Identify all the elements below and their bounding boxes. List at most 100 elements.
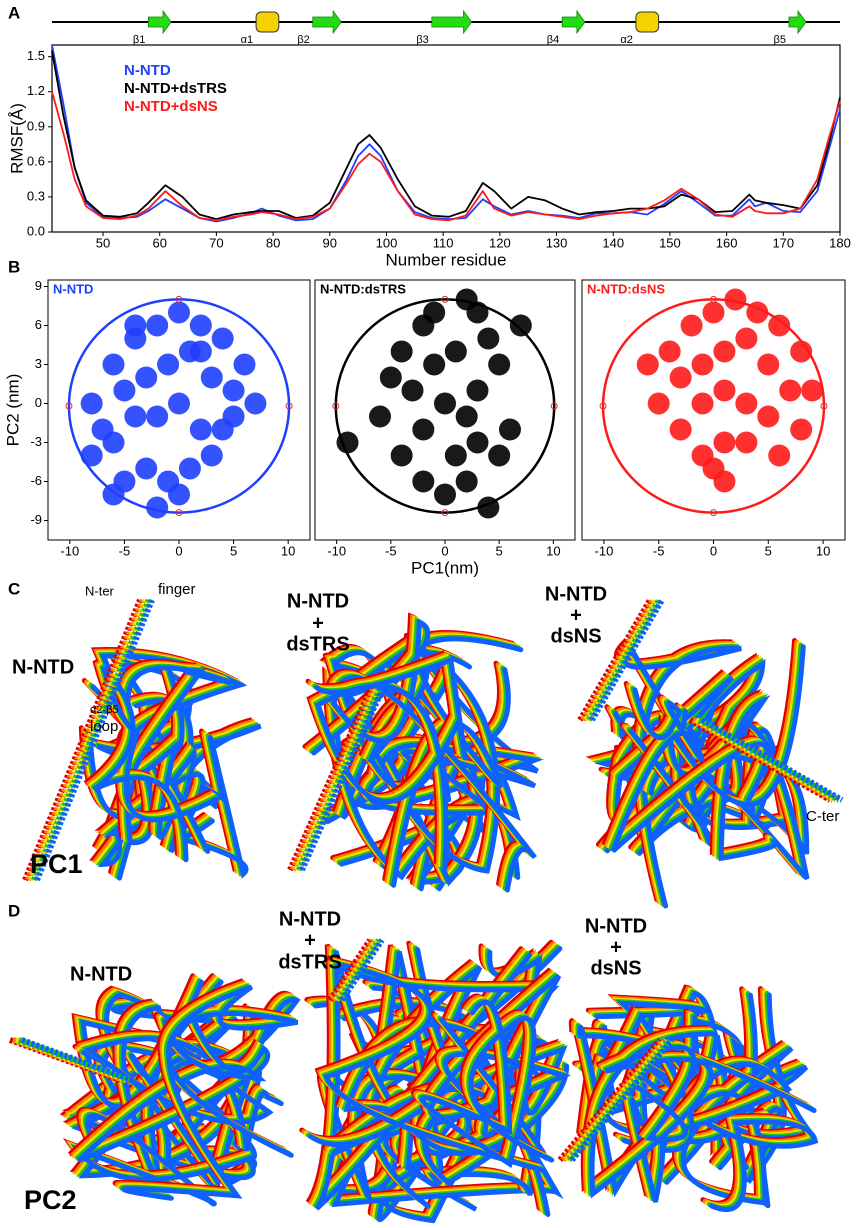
point-cloud (146, 496, 169, 519)
x-tick-label: 0 (441, 543, 448, 558)
boundary-marker (441, 295, 449, 303)
x-tick-label: 10 (546, 543, 560, 558)
x-tick-label: 130 (546, 235, 568, 250)
helix-ribbon (577, 598, 653, 722)
boundary-marker (65, 402, 73, 410)
point-cloud (135, 366, 158, 389)
x-tick-label: -5 (653, 543, 665, 558)
x-tick-label: 5 (496, 543, 503, 558)
boundary-marker (175, 509, 183, 517)
point-cloud (113, 379, 136, 402)
ribbon (585, 1038, 819, 1213)
x-tick-label: -10 (595, 543, 614, 558)
ribbon (420, 999, 555, 1169)
boundary-marker (175, 295, 183, 303)
helix-ribbon (700, 717, 844, 803)
legend-label: N-NTD (124, 62, 171, 79)
topology-label: α1 (241, 34, 253, 46)
point-cloud (735, 327, 758, 350)
helix-ribbon (563, 1038, 669, 1162)
point-cloud (658, 340, 681, 363)
helix-ribbon (299, 688, 385, 872)
ribbon (76, 1018, 271, 1163)
complex-label: + (570, 604, 582, 626)
topology-label: β4 (547, 34, 559, 46)
point-cloud (80, 444, 103, 467)
point-cloud (423, 353, 446, 376)
boundary (67, 298, 291, 514)
point-cloud (233, 353, 256, 376)
point-cloud (477, 327, 500, 350)
point-cloud (768, 314, 791, 337)
point-cloud (423, 301, 446, 324)
point-cloud (669, 366, 692, 389)
boundary (334, 298, 556, 514)
point-cloud (735, 392, 758, 415)
panel-title: N-NTD:dsNS (587, 281, 665, 296)
point-cloud (713, 431, 736, 454)
point-cloud (499, 418, 521, 441)
x-tick-label: 80 (266, 235, 280, 250)
point-cloud (146, 405, 169, 428)
boundary-marker (599, 402, 607, 410)
point-cloud (801, 379, 824, 402)
ribbon (121, 984, 299, 1201)
helix-ribbon (566, 1038, 672, 1162)
x-tick-label: 10 (281, 543, 295, 558)
x-tick-label: 100 (376, 235, 398, 250)
y-tick-label: 3 (35, 356, 42, 371)
y-axis-label: PC2 (nm) (3, 374, 22, 447)
x-tick-label: 140 (602, 235, 624, 250)
point-cloud (157, 353, 180, 376)
point-cloud (702, 457, 725, 480)
topology-label: β3 (416, 34, 428, 46)
point-cloud (124, 314, 147, 337)
x-tick-label: 180 (829, 235, 851, 250)
boundary-marker (820, 402, 828, 410)
point-cloud (636, 353, 659, 376)
boundary-marker (332, 402, 340, 410)
helix-ribbon (580, 598, 656, 722)
point-cloud (735, 431, 758, 454)
boundary-marker (710, 509, 717, 517)
y-tick-label: -3 (30, 434, 42, 449)
point-cloud (189, 340, 212, 363)
point-cloud (244, 392, 267, 415)
legend-label: N-NTD+dsTRS (124, 80, 227, 97)
point-cloud (691, 353, 714, 376)
point-cloud (390, 340, 413, 363)
alpha-helix (635, 11, 660, 33)
label: N-ter (85, 583, 115, 598)
point-cloud (455, 470, 478, 493)
point-cloud (168, 392, 190, 415)
point-cloud (189, 314, 212, 337)
beta-strand (147, 9, 172, 35)
x-tick-label: 5 (765, 543, 772, 558)
panel-letter: C (8, 579, 20, 598)
point-cloud (379, 366, 402, 389)
panel-letter: A (8, 3, 20, 22)
x-tick-label: -10 (327, 543, 346, 558)
helix-ribbon (20, 1037, 134, 1083)
point-cloud (790, 418, 813, 441)
point-cloud (168, 301, 190, 324)
complex-label: N-NTD (12, 656, 74, 678)
point-cloud (724, 288, 747, 311)
projection-label: PC1 (30, 849, 83, 879)
point-cloud (178, 457, 201, 480)
helix-ribbon (17, 1037, 131, 1083)
point-cloud (412, 470, 435, 493)
helix-ribbon (569, 1038, 675, 1162)
point-cloud (647, 392, 670, 415)
point-cloud (222, 379, 245, 402)
point-cloud (779, 379, 802, 402)
helix-ribbon (589, 598, 665, 722)
point-cloud (222, 405, 245, 428)
x-tick-label: 90 (323, 235, 337, 250)
x-tick-label: 5 (230, 543, 237, 558)
complex-label: N-NTD (70, 963, 132, 985)
ribbon (589, 1031, 718, 1199)
x-tick-label: -5 (385, 543, 397, 558)
structure-renderings (8, 598, 844, 1224)
